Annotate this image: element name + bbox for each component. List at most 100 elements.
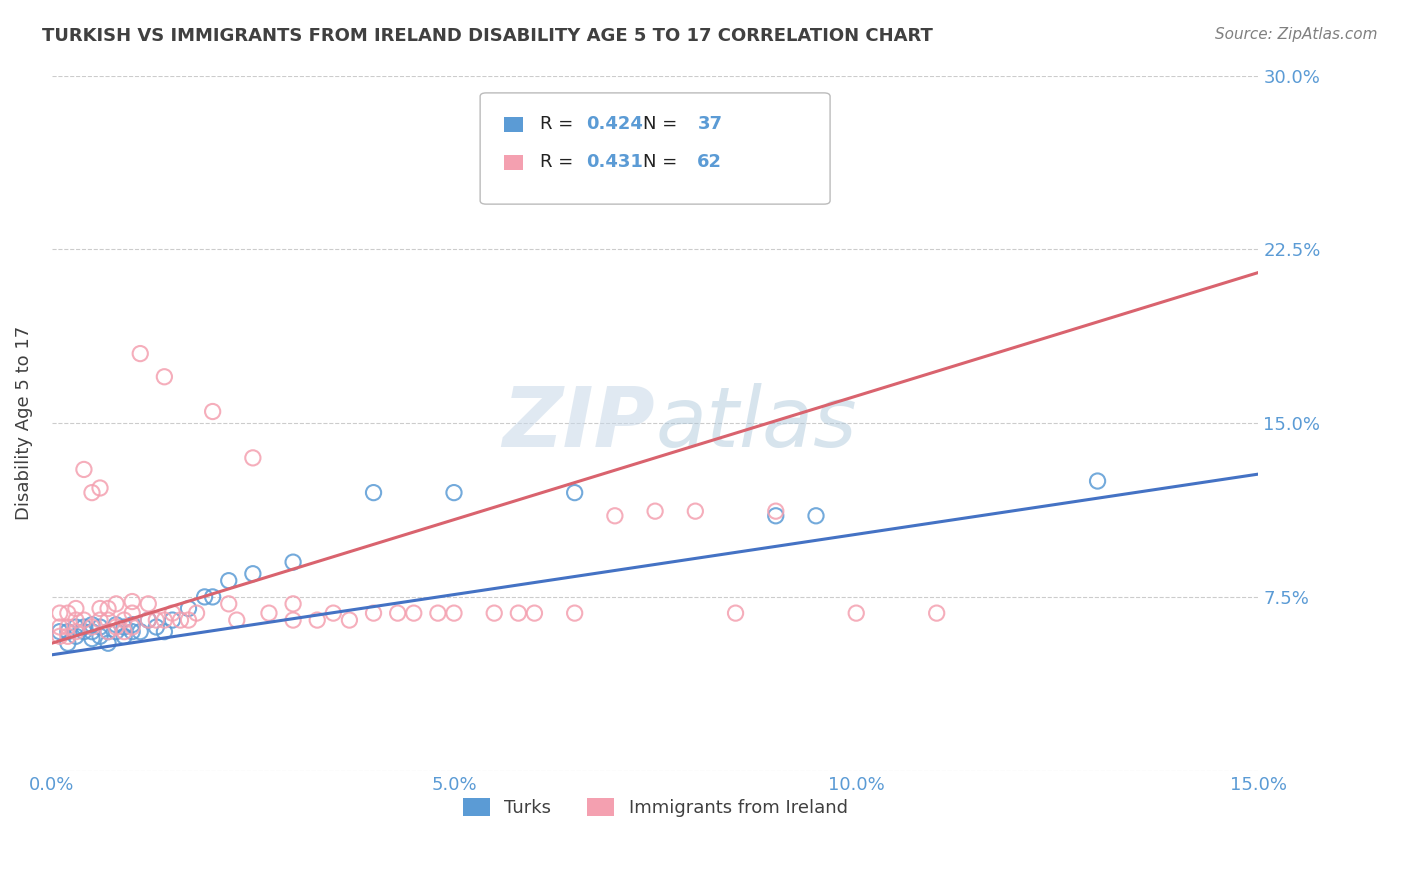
- Point: [112, 613, 135, 627]
- Point: [97, 613, 120, 627]
- Point: [121, 594, 143, 608]
- Point: [685, 504, 707, 518]
- Point: [644, 504, 666, 518]
- Text: N =: N =: [643, 115, 683, 133]
- Point: [1087, 474, 1109, 488]
- Point: [136, 597, 159, 611]
- Point: [112, 629, 135, 643]
- Point: [339, 613, 361, 627]
- Point: [281, 555, 304, 569]
- Point: [443, 606, 465, 620]
- Point: [65, 620, 87, 634]
- Text: TURKISH VS IMMIGRANTS FROM IRELAND DISABILITY AGE 5 TO 17 CORRELATION CHART: TURKISH VS IMMIGRANTS FROM IRELAND DISAB…: [42, 27, 934, 45]
- Point: [523, 606, 546, 620]
- Point: [925, 606, 948, 620]
- Point: [162, 613, 184, 627]
- FancyBboxPatch shape: [505, 117, 523, 132]
- Point: [169, 613, 191, 627]
- Legend: Turks, Immigrants from Ireland: Turks, Immigrants from Ireland: [456, 790, 855, 824]
- Point: [49, 629, 72, 643]
- Point: [80, 485, 103, 500]
- Point: [153, 624, 176, 639]
- Point: [65, 629, 87, 643]
- Point: [363, 606, 385, 620]
- Y-axis label: Disability Age 5 to 17: Disability Age 5 to 17: [15, 326, 32, 520]
- Point: [73, 624, 96, 639]
- Point: [56, 624, 79, 639]
- Point: [257, 606, 280, 620]
- Point: [112, 620, 135, 634]
- Point: [105, 620, 128, 634]
- Point: [218, 574, 240, 588]
- Point: [121, 617, 143, 632]
- Point: [97, 601, 120, 615]
- Point: [105, 617, 128, 632]
- Point: [97, 624, 120, 639]
- Point: [105, 624, 128, 639]
- Point: [724, 606, 747, 620]
- Text: ZIP: ZIP: [502, 383, 655, 464]
- Point: [186, 606, 208, 620]
- Point: [845, 606, 868, 620]
- Text: R =: R =: [540, 153, 579, 171]
- Text: atlas: atlas: [655, 383, 856, 464]
- FancyBboxPatch shape: [479, 93, 830, 204]
- Point: [484, 606, 506, 620]
- Point: [129, 346, 152, 360]
- Point: [426, 606, 449, 620]
- Point: [49, 620, 72, 634]
- Point: [201, 590, 224, 604]
- Point: [218, 597, 240, 611]
- Point: [145, 613, 167, 627]
- Text: 62: 62: [697, 153, 723, 171]
- Point: [307, 613, 329, 627]
- Point: [402, 606, 425, 620]
- Point: [765, 508, 787, 523]
- Point: [121, 620, 143, 634]
- Point: [162, 606, 184, 620]
- Point: [177, 613, 200, 627]
- Point: [56, 629, 79, 643]
- Point: [136, 613, 159, 627]
- Point: [363, 485, 385, 500]
- Point: [242, 566, 264, 581]
- Point: [89, 601, 111, 615]
- Point: [201, 404, 224, 418]
- Point: [564, 485, 586, 500]
- Point: [508, 606, 530, 620]
- Point: [65, 613, 87, 627]
- Point: [49, 606, 72, 620]
- Point: [89, 629, 111, 643]
- Text: 0.424: 0.424: [586, 115, 643, 133]
- Point: [56, 636, 79, 650]
- Point: [56, 620, 79, 634]
- Point: [89, 613, 111, 627]
- Point: [121, 606, 143, 620]
- Text: R =: R =: [540, 115, 579, 133]
- Text: N =: N =: [643, 153, 683, 171]
- Point: [765, 504, 787, 518]
- Point: [281, 597, 304, 611]
- Point: [73, 613, 96, 627]
- Point: [194, 590, 217, 604]
- FancyBboxPatch shape: [505, 155, 523, 170]
- Point: [153, 369, 176, 384]
- Point: [225, 613, 247, 627]
- Point: [145, 620, 167, 634]
- Point: [322, 606, 344, 620]
- Point: [112, 624, 135, 639]
- Point: [281, 613, 304, 627]
- Text: 0.431: 0.431: [586, 153, 643, 171]
- Point: [80, 620, 103, 634]
- Text: Source: ZipAtlas.com: Source: ZipAtlas.com: [1215, 27, 1378, 42]
- Point: [80, 632, 103, 646]
- Point: [136, 613, 159, 627]
- Point: [73, 620, 96, 634]
- Point: [121, 624, 143, 639]
- Point: [387, 606, 409, 620]
- Point: [153, 613, 176, 627]
- Text: 37: 37: [697, 115, 723, 133]
- Point: [177, 601, 200, 615]
- Point: [80, 617, 103, 632]
- Point: [65, 601, 87, 615]
